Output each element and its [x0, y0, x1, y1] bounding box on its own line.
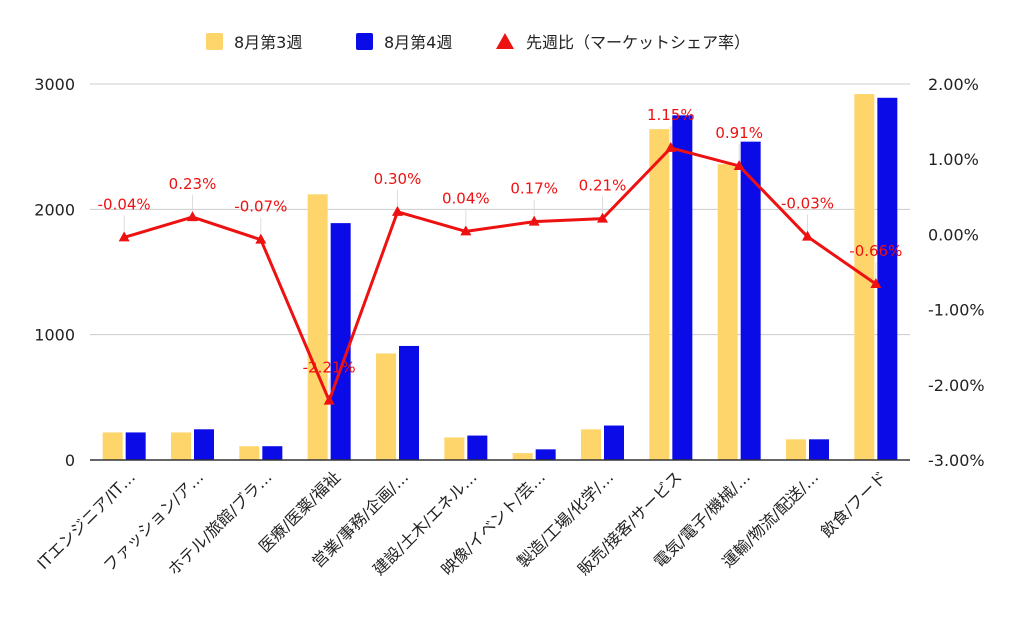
bar-week3	[307, 194, 328, 460]
bar-week4	[672, 115, 693, 460]
share-point-marker	[733, 159, 745, 170]
right-tick-label: 1.00%	[928, 150, 979, 169]
right-tick-label: 0.00%	[928, 225, 979, 244]
legend-swatch-week3	[206, 33, 223, 50]
right-tick-label: -3.00%	[928, 451, 985, 470]
bar-week4	[262, 446, 283, 460]
legend-marker-share	[496, 33, 514, 49]
category-label: 飲食/フード	[817, 467, 891, 541]
bar-week4	[740, 141, 761, 461]
left-tick-label: 2000	[34, 200, 75, 219]
bar-week4	[877, 97, 898, 460]
share-point-marker	[323, 394, 335, 405]
bar-week4	[125, 432, 146, 460]
bar-week4	[399, 345, 419, 460]
right-tick-label: 2.00%	[928, 75, 979, 94]
bar-week4	[809, 439, 829, 460]
bar-week4	[535, 449, 556, 460]
bar-week4	[194, 429, 214, 460]
bar-week3	[786, 439, 806, 460]
left-tick-label: 1000	[34, 326, 75, 345]
share-point-marker	[118, 231, 130, 242]
share-point-label: -0.66%	[849, 242, 902, 260]
bar-week3	[171, 432, 191, 460]
bar-week3	[102, 432, 123, 460]
bars	[102, 94, 898, 461]
share-point-marker	[392, 205, 403, 216]
bar-week4	[467, 435, 488, 460]
share-point-marker	[460, 225, 472, 236]
bar-week3	[239, 446, 260, 460]
share-point-marker	[597, 212, 608, 223]
right-tick-label: -1.00%	[928, 301, 985, 320]
share-point-label: -0.07%	[234, 198, 287, 216]
legend-swatch-week4	[356, 33, 373, 50]
share-point-marker	[187, 211, 198, 222]
share-point-marker	[665, 141, 677, 152]
share-point-marker	[802, 230, 813, 241]
bar-week4	[330, 223, 351, 460]
bar-week3	[649, 129, 670, 460]
grid-lines	[90, 83, 910, 336]
bar-week3	[581, 429, 601, 460]
legend-label-week3: 8月第3週	[234, 33, 302, 52]
right-tick-label: -2.00%	[928, 376, 985, 395]
share-point-label: 0.04%	[442, 189, 490, 207]
left-tick-label: 3000	[34, 75, 75, 94]
bar-week3	[512, 453, 533, 460]
share-line	[118, 141, 882, 405]
share-point-label: 0.21%	[579, 177, 627, 195]
share-point-label: 0.30%	[374, 170, 422, 188]
bar-week3	[444, 437, 465, 460]
bar-week3	[717, 164, 738, 461]
share-point-marker	[255, 233, 267, 244]
left-tick-label: 0	[65, 451, 75, 470]
share-point-label: 0.91%	[715, 124, 763, 142]
bar-week4	[604, 425, 624, 460]
legend-label-week4: 8月第4週	[384, 33, 452, 52]
legend: 8月第3週 8月第4週 先週比（マーケットシェア率）	[206, 33, 750, 52]
share-point-label: -0.04%	[98, 195, 151, 213]
share-point-label: 1.15%	[647, 106, 695, 124]
share-point-label: -2.21%	[303, 359, 356, 377]
legend-label-share: 先週比（マーケットシェア率）	[526, 33, 750, 52]
share-point-label: -0.03%	[781, 195, 834, 213]
share-point-marker	[528, 215, 540, 226]
share-point-label: 0.17%	[510, 180, 558, 198]
share-line-path	[123, 146, 877, 403]
point-labels: -0.04% 0.23% -0.07% -2.21% 0.30% 0.04% 0.17% 0.…	[98, 106, 902, 395]
share-point-label: 0.23%	[169, 175, 217, 193]
share-point-marker	[870, 278, 882, 289]
bar-week3	[376, 353, 396, 460]
axes: 0 1000 2000 3000 -3.00% -2.00% -1.00% 0.00% 1.00…	[33, 75, 984, 579]
